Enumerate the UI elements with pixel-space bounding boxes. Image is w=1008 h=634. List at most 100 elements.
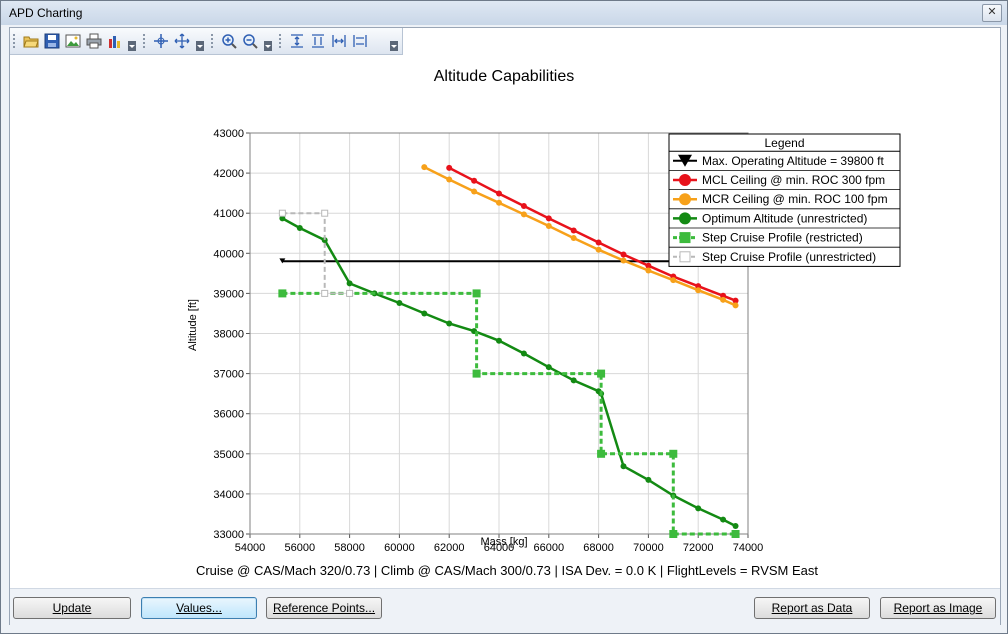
legend-entry: MCR Ceiling @ min. ROC 100 fpm [702, 192, 888, 206]
y-tick-label: 38000 [213, 329, 244, 341]
report-as-data-button[interactable]: Report as Data [754, 597, 870, 619]
x-tick-label: 66000 [534, 542, 565, 554]
y-tick-label: 34000 [213, 489, 244, 501]
data-point [278, 289, 287, 298]
data-point [645, 267, 652, 274]
data-point [471, 188, 478, 195]
legend-marker [679, 212, 691, 225]
data-point [597, 449, 606, 458]
legend-entry: Step Cruise Profile (unrestricted) [702, 250, 876, 264]
chart-axes: 54000 56000 58000 60000 62000 64000 66000 68000… [213, 128, 763, 554]
data-point [396, 300, 403, 307]
values-button[interactable]: Values... [141, 597, 257, 619]
plot-frame [249, 132, 749, 535]
series-line [282, 212, 350, 295]
data-point [720, 516, 727, 523]
data-point [570, 227, 577, 234]
series-line [423, 165, 737, 307]
data-point [446, 164, 453, 171]
legend-marker [679, 251, 691, 263]
title-bar: APD Charting ✕ [1, 1, 1007, 25]
plot-series [278, 164, 740, 538]
data-point [520, 202, 527, 209]
data-point [732, 297, 739, 304]
data-point [279, 258, 286, 264]
data-point [570, 377, 577, 384]
data-point [421, 164, 428, 171]
data-point [695, 287, 702, 294]
data-point [496, 190, 502, 197]
move-icon[interactable] [173, 32, 191, 50]
fit-vertical-icon[interactable] [288, 32, 306, 50]
data-point [296, 225, 303, 232]
data-point [321, 209, 329, 217]
y-axis-label: Altitude [ft] [187, 299, 199, 351]
legend-marker [678, 154, 692, 167]
data-point [669, 449, 678, 458]
chart-toolbar [10, 28, 403, 55]
save-icon[interactable] [43, 32, 61, 50]
fit-horizontal-icon[interactable] [330, 32, 348, 50]
chart-legend: Legend Max. Operating Altitude = 39800 ft… [668, 133, 901, 267]
data-point [731, 530, 740, 538]
data-point [595, 239, 602, 246]
toolbar-dropdown-1[interactable] [128, 41, 136, 51]
toolbar-grip[interactable] [143, 34, 148, 48]
legend-entry: Max. Operating Altitude = 39800 ft [702, 154, 884, 168]
zoom-out-icon[interactable] [241, 32, 259, 50]
data-point [471, 177, 478, 184]
x-tick-label: 62000 [434, 542, 465, 554]
toolbar-grip[interactable] [279, 34, 284, 48]
chart-title: Altitude Capabilities [434, 68, 575, 85]
legend-marker [679, 232, 691, 244]
data-point [496, 337, 502, 344]
legend-box [668, 133, 901, 267]
update-button[interactable]: Update [13, 597, 131, 619]
toolbar-dropdown-3[interactable] [264, 41, 272, 51]
data-point [669, 530, 678, 538]
data-point [732, 522, 739, 529]
print-icon[interactable] [85, 32, 103, 50]
fit-vertical-2-icon[interactable] [309, 32, 327, 50]
pan-icon[interactable] [152, 32, 170, 50]
x-tick-label: 64000 [484, 542, 515, 554]
altitude-chart: Altitude Capabilities 54000 56000 58000 600… [187, 68, 901, 578]
close-button[interactable]: ✕ [982, 4, 1002, 22]
legend-title: Legend [764, 136, 804, 150]
toolbar-dropdown-2[interactable] [196, 41, 204, 51]
data-point [570, 235, 577, 242]
legend-entry: Step Cruise Profile (restricted) [702, 231, 863, 245]
toolbar-dropdown-4[interactable] [390, 41, 398, 51]
data-point [695, 505, 702, 512]
report-as-image-button[interactable]: Report as Image [880, 597, 996, 619]
data-point [321, 237, 328, 244]
x-axis-label: Mass [kg] [480, 536, 527, 548]
data-point [720, 296, 727, 303]
data-point [496, 199, 502, 206]
y-tick-label: 41000 [213, 208, 244, 220]
zoom-in-icon[interactable] [220, 32, 238, 50]
reference-points-button[interactable]: Reference Points... [266, 597, 382, 619]
series-line [282, 291, 736, 536]
data-point [595, 246, 602, 253]
toolbar-grip[interactable] [13, 34, 18, 48]
data-point [645, 476, 652, 483]
data-point [620, 257, 627, 264]
data-point [421, 310, 428, 317]
x-tick-label: 72000 [683, 542, 714, 554]
data-point [446, 320, 453, 327]
toolbar-grip[interactable] [211, 34, 216, 48]
chart-bars-icon[interactable] [106, 32, 124, 50]
data-point [346, 280, 353, 287]
data-point [446, 176, 453, 183]
image-icon[interactable] [64, 32, 82, 50]
data-point [620, 251, 627, 258]
data-point [278, 209, 286, 217]
y-tick-label: 37000 [213, 369, 244, 381]
fit-horizontal-2-icon[interactable] [351, 32, 369, 50]
data-point [472, 369, 481, 378]
open-folder-icon[interactable] [22, 32, 40, 50]
data-point [670, 277, 677, 284]
data-point [545, 364, 552, 371]
legend-marker [679, 174, 691, 186]
